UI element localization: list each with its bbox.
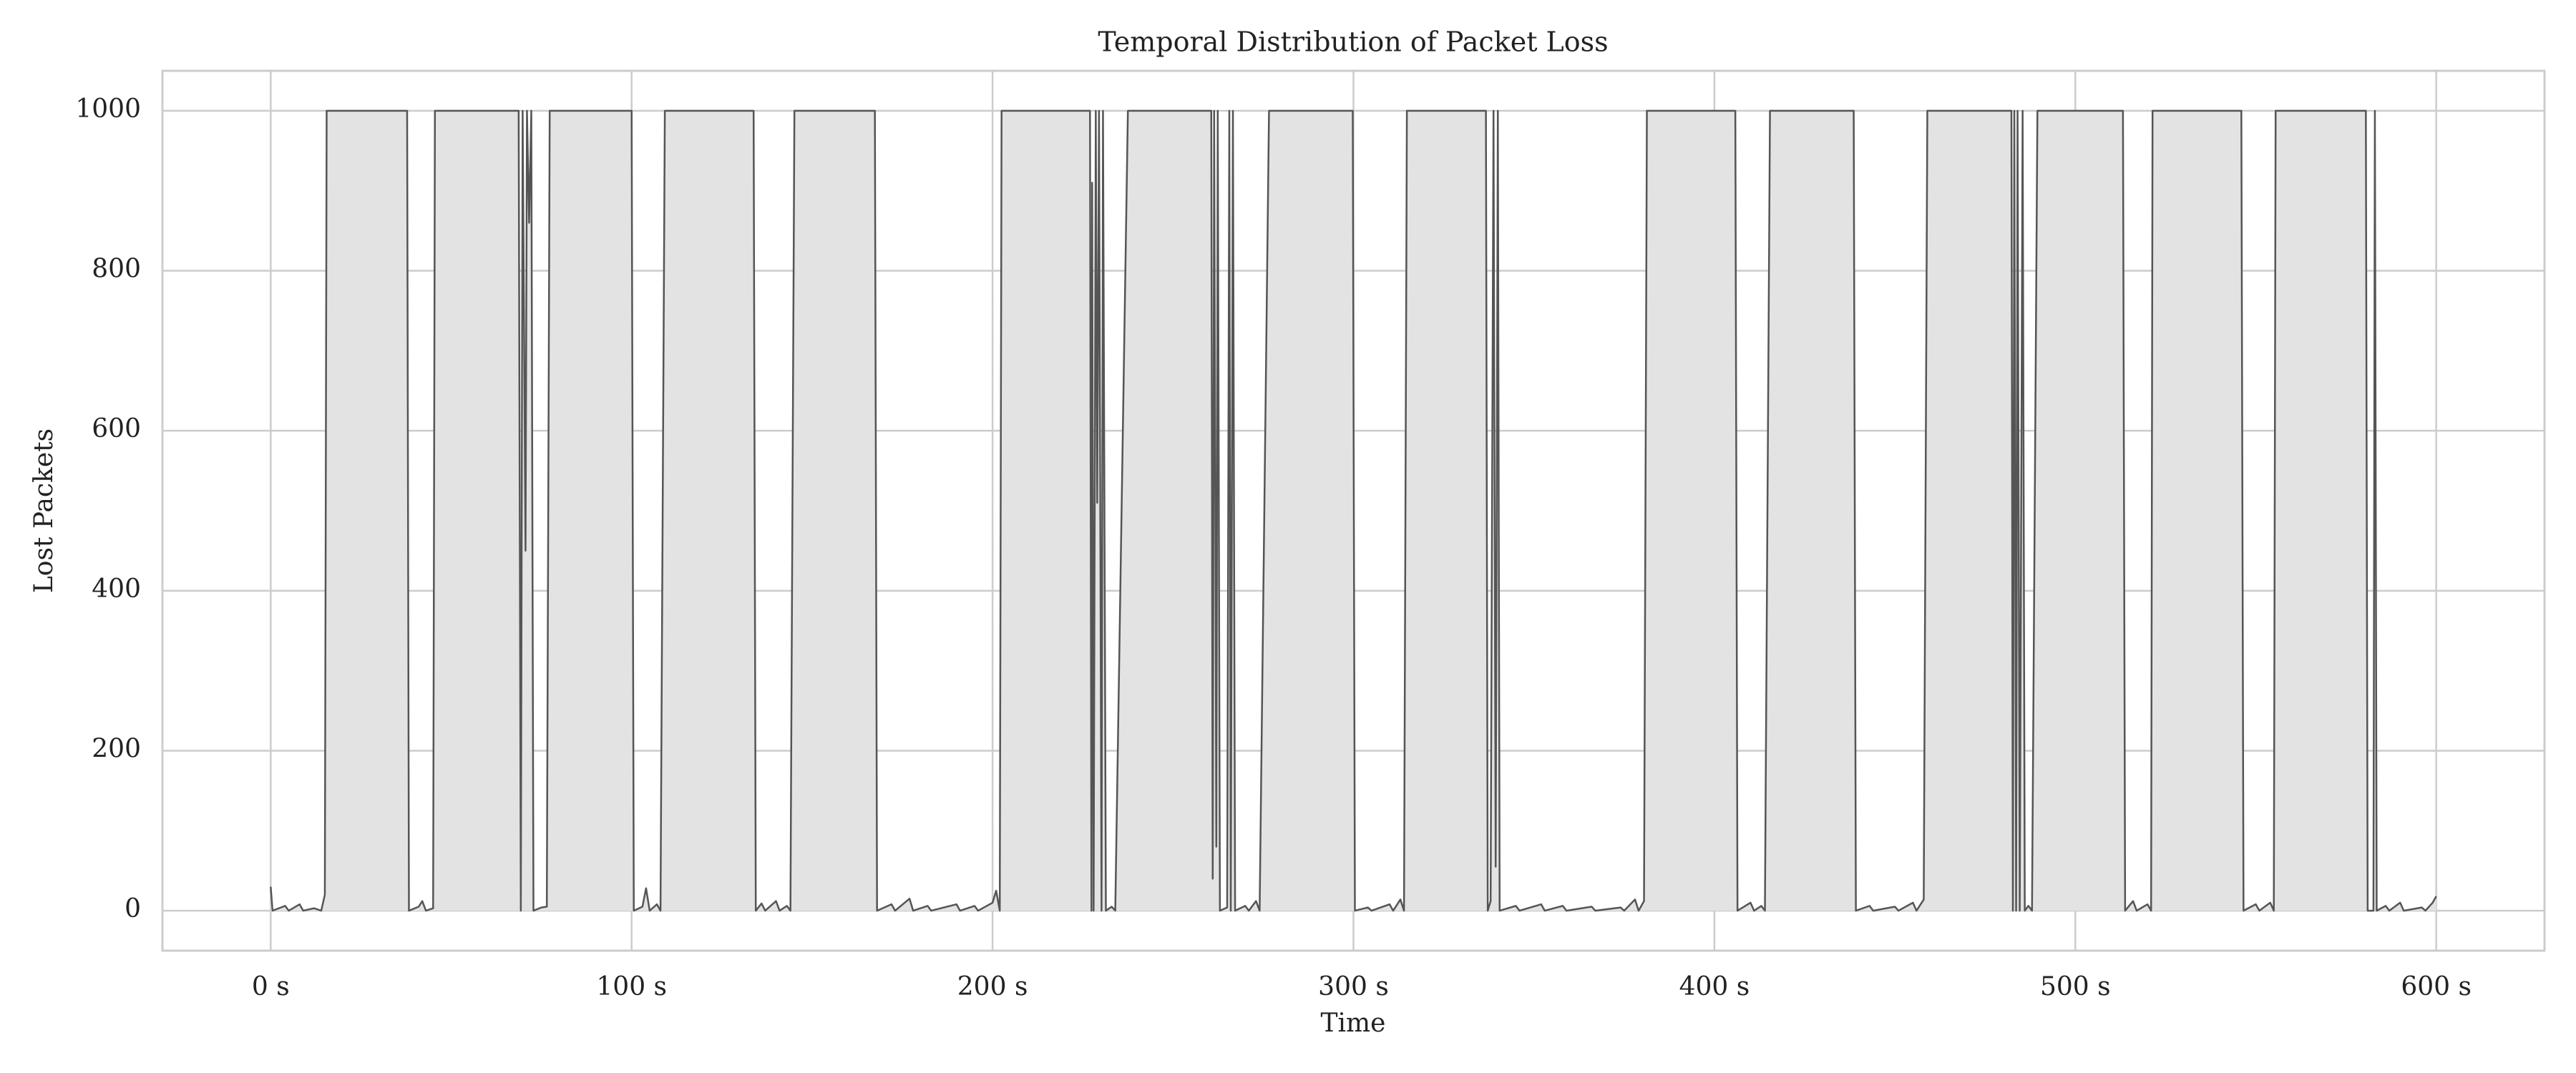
x-tick-label: 300 s (1318, 972, 1389, 1001)
y-axis-label: Lost Packets (29, 428, 59, 593)
y-tick-label: 1000 (75, 94, 141, 124)
x-tick-label: 0 s (252, 972, 290, 1001)
y-tick-label: 800 (92, 255, 141, 284)
x-tick-label: 500 s (2040, 972, 2111, 1001)
line (270, 109, 2437, 912)
axes-frame (161, 69, 2546, 952)
y-tick-label: 400 (92, 574, 141, 604)
plot-area (270, 109, 2437, 912)
x-tick-label: 100 s (596, 972, 667, 1001)
y-tick-label: 0 (125, 894, 141, 923)
x-tick-label: 600 s (2401, 972, 2472, 1001)
x-tick-label: 400 s (1679, 972, 1750, 1001)
x-tick-label: 200 s (957, 972, 1028, 1001)
y-tick-label: 200 (92, 734, 141, 763)
y-tick-label: 600 (92, 414, 141, 444)
x-axis-label: Time (1321, 1009, 1386, 1038)
chart-title: Temporal Distribution of Packet Loss (1098, 26, 1608, 58)
